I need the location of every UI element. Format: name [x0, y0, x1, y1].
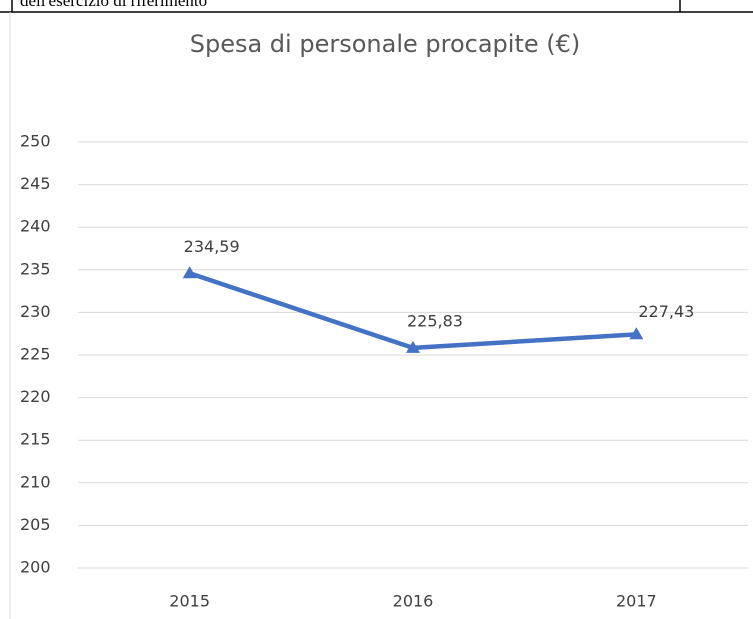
data-label: 234,59	[184, 237, 240, 256]
x-tick-label: 2017	[616, 592, 657, 611]
y-tick-label: 210	[20, 472, 51, 491]
y-tick-label: 240	[20, 217, 51, 236]
y-tick-label: 200	[20, 558, 51, 577]
x-tick-label: 2016	[393, 592, 434, 611]
y-tick-label: 205	[20, 515, 51, 534]
y-tick-label: 225	[20, 345, 51, 364]
data-marker	[629, 327, 644, 340]
x-tick-label: 2015	[169, 592, 210, 611]
data-label: 227,43	[638, 302, 694, 321]
data-marker	[406, 340, 420, 353]
y-tick-label: 250	[20, 132, 51, 151]
chart-title: Spesa di personale procapite (€)	[190, 30, 581, 58]
y-tick-label: 220	[20, 387, 51, 406]
y-tick-label: 235	[20, 259, 51, 278]
data-label: 225,83	[407, 311, 463, 330]
data-marker	[182, 266, 197, 279]
y-tick-label: 245	[20, 174, 51, 193]
y-tick-label: 215	[20, 430, 51, 449]
table-text: dell'esercizio di riferimento	[20, 0, 207, 10]
y-tick-label: 230	[20, 302, 51, 321]
